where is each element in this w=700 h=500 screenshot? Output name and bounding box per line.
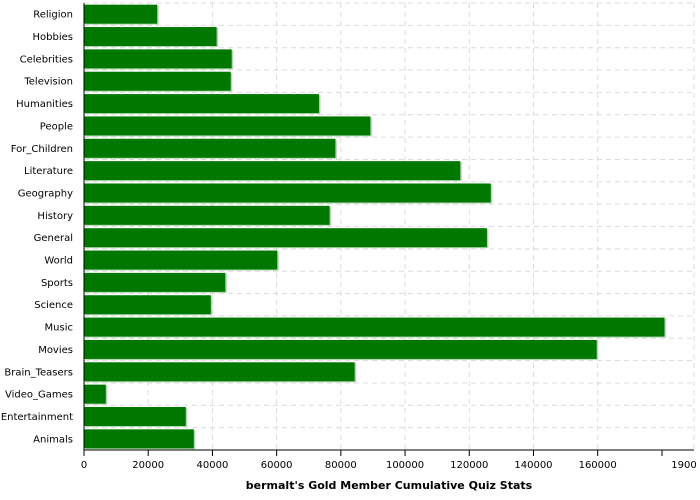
bar-science <box>84 295 213 316</box>
category-label: Music <box>45 323 73 334</box>
bar <box>84 161 461 181</box>
category-label: For_Children <box>11 144 73 155</box>
x-tick-label: 160000 <box>579 460 617 471</box>
bar-animals <box>84 429 196 450</box>
bar-general <box>84 228 489 249</box>
category-label: Humanities <box>16 99 73 110</box>
category-label: Hobbies <box>33 32 73 43</box>
x-tick-label: 60000 <box>261 460 293 471</box>
bar-hobbies <box>84 27 219 48</box>
bar <box>84 71 231 91</box>
bar <box>84 94 320 114</box>
category-label: Animals <box>33 434 73 445</box>
bar <box>84 384 106 404</box>
bar-television <box>84 71 233 92</box>
x-tick-label: 100000 <box>386 460 424 471</box>
bar-geography <box>84 183 493 204</box>
bar-celebrities <box>84 49 234 70</box>
category-label: Video_Games <box>5 390 73 401</box>
category-label: Sports <box>41 278 73 289</box>
bar-religion <box>84 4 159 25</box>
bar <box>84 205 330 225</box>
bar-people <box>84 116 372 137</box>
bar <box>84 27 217 47</box>
bar <box>84 116 371 136</box>
bar-music <box>84 317 666 338</box>
bar <box>84 362 355 382</box>
bar <box>84 4 158 24</box>
bar <box>84 406 186 426</box>
category-label: Literature <box>24 166 73 177</box>
bar <box>84 49 232 69</box>
bar-for-children <box>84 138 337 159</box>
category-label: History <box>37 211 73 222</box>
category-label: People <box>40 121 73 132</box>
axes-group <box>83 3 694 451</box>
grid-lines <box>84 2 695 451</box>
x-tick-label: 40000 <box>197 460 229 471</box>
category-label: Geography <box>18 188 73 199</box>
bar-history <box>84 205 332 226</box>
x-tick-label: 0 <box>81 460 87 471</box>
category-label: Movies <box>38 345 73 356</box>
x-axis-ticks: 0 20000 40000 60000 80000 100000 120000 140000 1… <box>81 450 663 471</box>
x-tick-label: 80000 <box>325 460 357 471</box>
bar <box>84 228 487 248</box>
bar-video-games <box>84 384 108 405</box>
bar <box>84 429 194 449</box>
category-label: General <box>34 233 73 244</box>
bars-group <box>84 4 666 450</box>
bar-entertainment <box>84 406 188 427</box>
category-label: Entertainment <box>1 412 73 423</box>
bar-world <box>84 250 279 271</box>
category-labels: Religion Hobbies Celebrities Television Huma… <box>1 10 73 446</box>
x-tick-label: 140000 <box>514 460 552 471</box>
x-tick-label: 120000 <box>450 460 488 471</box>
x-axis-title: bermalt's Gold Member Cumulative Quiz St… <box>246 479 533 492</box>
bar-sports <box>84 272 227 293</box>
bar <box>84 295 211 315</box>
bar <box>84 138 336 158</box>
bar-humanities <box>84 94 321 115</box>
bar-movies <box>84 339 599 360</box>
category-label: Brain_Teasers <box>4 367 73 378</box>
bar <box>84 339 597 359</box>
bar-brain-teasers <box>84 362 357 383</box>
category-label: Celebrities <box>20 54 73 65</box>
category-label: Religion <box>33 10 73 21</box>
category-label: World <box>44 256 73 267</box>
bar <box>84 183 491 203</box>
bar <box>84 250 278 270</box>
bar <box>84 317 665 337</box>
bar <box>84 272 226 292</box>
category-label: Science <box>34 300 73 311</box>
category-label: Television <box>23 77 73 88</box>
x-tick-label: 20000 <box>132 460 164 471</box>
x-axis-max-tick-label: 1900 <box>671 460 696 471</box>
bar-literature <box>84 161 462 182</box>
